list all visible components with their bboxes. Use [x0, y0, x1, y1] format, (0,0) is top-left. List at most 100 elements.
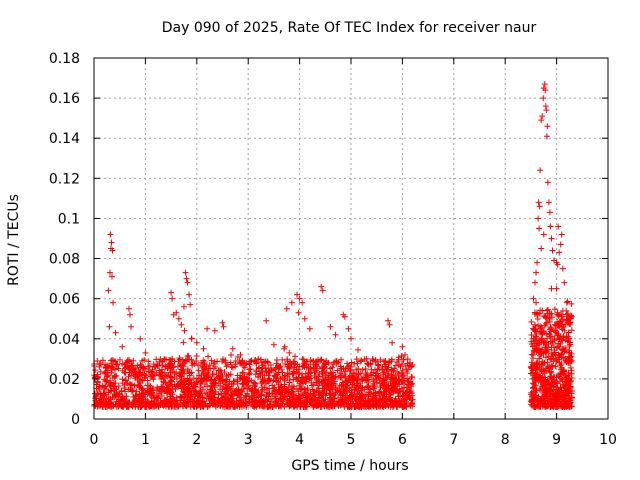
data-point: [532, 366, 539, 373]
data-point: [338, 356, 345, 363]
data-point: [404, 375, 411, 382]
data-point: [533, 342, 540, 349]
data-point: [306, 395, 313, 402]
data-point: [107, 379, 114, 386]
data-point: [287, 402, 294, 409]
data-point: [558, 366, 565, 373]
data-point: [536, 225, 543, 232]
data-point: [566, 359, 573, 366]
data-point: [281, 394, 288, 401]
data-point: [184, 279, 191, 286]
data-point: [107, 382, 114, 389]
data-point: [243, 360, 250, 367]
data-point: [546, 315, 553, 322]
data-point: [327, 387, 334, 394]
data-point: [215, 374, 222, 381]
data-point: [147, 383, 154, 390]
data-point: [565, 372, 572, 379]
data-point: [567, 397, 574, 404]
data-point: [240, 402, 247, 409]
data-point: [219, 373, 226, 380]
data-point: [392, 372, 399, 379]
data-point: [558, 324, 565, 331]
data-point: [137, 335, 144, 342]
data-point: [355, 371, 362, 378]
data-point: [102, 361, 109, 368]
data-point: [533, 269, 540, 276]
data-point: [532, 376, 539, 383]
data-point: [530, 381, 537, 388]
data-point: [183, 356, 190, 363]
data-point: [376, 395, 383, 402]
data-point: [318, 369, 325, 376]
data-point: [568, 390, 575, 397]
data-point: [267, 361, 274, 368]
data-point: [325, 375, 332, 382]
data-point: [566, 347, 573, 354]
data-point: [405, 378, 412, 385]
data-point: [377, 356, 384, 363]
data-point: [255, 365, 262, 372]
data-point: [374, 366, 381, 373]
data-point: [211, 394, 218, 401]
data-point: [286, 349, 293, 356]
data-point: [92, 367, 99, 374]
data-point: [139, 357, 146, 364]
data-point: [231, 401, 238, 408]
data-point: [229, 345, 236, 352]
data-point: [221, 399, 228, 406]
data-point: [217, 367, 224, 374]
data-point: [558, 231, 565, 238]
data-point: [551, 321, 558, 328]
x-tick-label: 8: [501, 432, 510, 448]
data-point: [100, 384, 107, 391]
data-point: [142, 374, 149, 381]
data-point: [262, 365, 269, 372]
data-point: [530, 335, 537, 342]
data-point: [307, 361, 314, 368]
data-point: [115, 365, 122, 372]
data-point: [185, 352, 192, 359]
data-point: [564, 298, 571, 305]
data-point: [286, 379, 293, 386]
data-point: [348, 335, 354, 342]
x-tick-label: 7: [449, 432, 458, 448]
data-point: [324, 379, 331, 386]
data-point: [184, 366, 191, 373]
data-point: [212, 376, 219, 383]
data-point: [259, 376, 266, 383]
data-point: [320, 365, 327, 372]
data-point: [568, 327, 575, 334]
data-point: [96, 397, 103, 404]
data-point: [554, 322, 561, 329]
data-point: [370, 390, 377, 397]
x-tick-label: 2: [192, 432, 201, 448]
data-point: [135, 403, 142, 410]
data-point: [547, 356, 554, 363]
data-point: [159, 362, 166, 369]
data-point: [139, 399, 146, 406]
data-point: [125, 373, 132, 380]
data-point: [220, 403, 227, 410]
data-point: [402, 362, 409, 369]
data-point: [275, 386, 282, 393]
data-point: [181, 327, 188, 334]
data-point: [533, 299, 540, 306]
data-point: [325, 359, 332, 366]
data-point: [313, 379, 320, 386]
data-point: [285, 384, 292, 391]
data-point: [159, 383, 166, 390]
x-axis-title: GPS time / hours: [291, 458, 408, 474]
data-point: [563, 356, 570, 363]
data-point: [541, 402, 548, 409]
data-point: [318, 283, 325, 290]
data-point: [406, 359, 413, 366]
data-point: [200, 345, 207, 352]
y-tick-label: 0.1: [58, 211, 80, 227]
data-point: [148, 391, 155, 398]
data-point: [138, 384, 145, 391]
data-point: [180, 363, 187, 370]
data-point: [222, 378, 229, 385]
x-tick-label: 9: [552, 432, 561, 448]
data-point: [529, 367, 536, 374]
